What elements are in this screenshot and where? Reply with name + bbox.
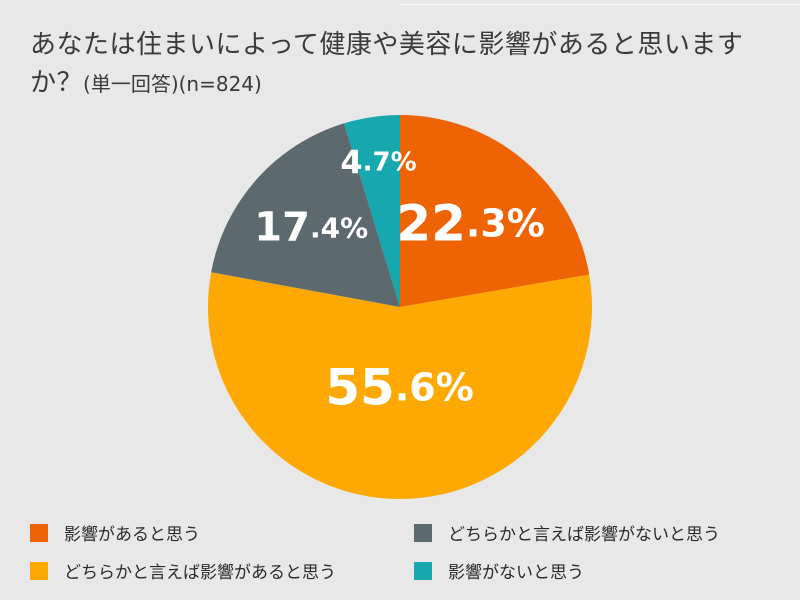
legend: 影響があると思う どちらかと言えば影響がないと思う どちらかと言えば影響があると… [30,520,790,590]
legend-swatch-3 [414,561,432,580]
pie-label-0: 22.3% [396,194,545,252]
pie-slices [207,115,592,500]
legend-swatch-0 [30,523,48,542]
pie-slice-2 [211,123,400,307]
legend-label-0: 影響があると思う [64,525,200,545]
pie-label-2: 17.4% [254,205,368,251]
chart-title-main: あなたは住まいによって健康や美容に影響があると思いますか？ [30,30,744,98]
legend-label-3: 影響がないと思う [448,563,584,583]
legend-swatch-1 [414,523,432,542]
pie-slice-1 [207,272,592,500]
pie-slice-3 [344,115,400,307]
legend-label-2: どちらかと言えば影響があると思う [64,563,336,583]
pie-labels: 22.3% 55.6% 17.4% 4.7% [254,144,545,417]
pie-label-1: 55.6% [325,359,474,417]
legend-swatch-2 [30,561,48,580]
chart-title: あなたは住まいによって健康や美容に影響があると思いますか？(単一回答)(n=82… [30,26,780,103]
legend-item-1: どちらかと言えば影響がないと思う [414,520,720,545]
legend-label-1: どちらかと言えば影響がないと思う [448,525,720,545]
legend-item-2: どちらかと言えば影響があると思う [30,558,336,583]
legend-item-3: 影響がないと思う [414,558,584,583]
legend-item-0: 影響があると思う [30,520,200,545]
top-border-line [400,4,800,5]
pie-slice-0 [400,115,590,307]
pie-label-3: 4.7% [340,144,416,182]
chart-title-sub: (単一回答)(n=824) [83,72,262,96]
